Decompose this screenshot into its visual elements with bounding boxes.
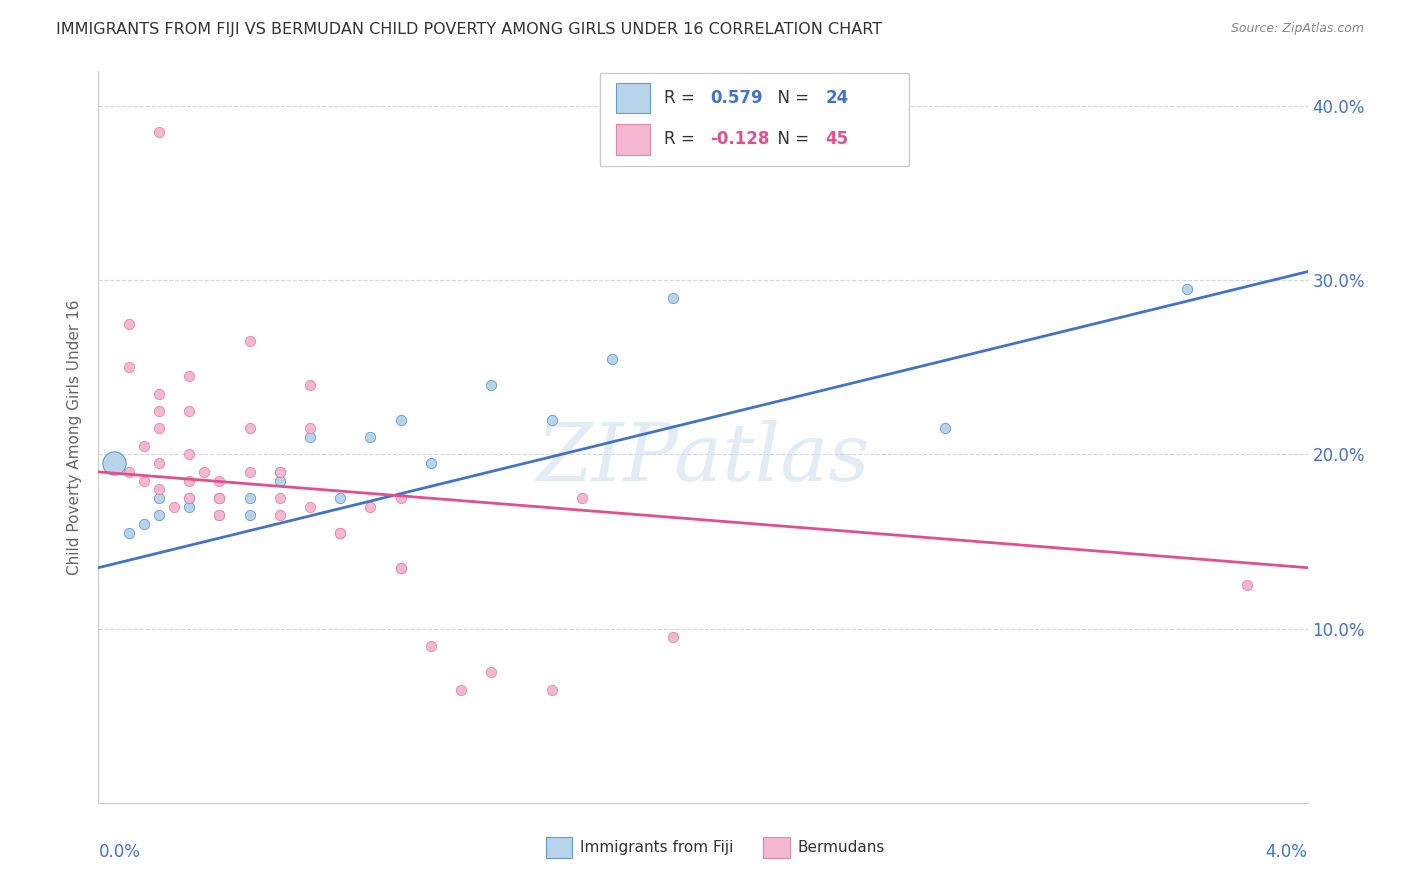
Point [1236, 578, 1258, 592]
Point [329, 491, 352, 505]
Point [103, 456, 125, 470]
Y-axis label: Child Poverty Among Girls Under 16: Child Poverty Among Girls Under 16 [67, 300, 83, 574]
Text: 24: 24 [825, 89, 848, 107]
Point [208, 491, 231, 505]
Text: 0.579: 0.579 [710, 89, 763, 107]
Point [179, 474, 201, 488]
Point [208, 508, 231, 523]
Point [360, 430, 382, 444]
Point [299, 377, 322, 392]
Point [163, 500, 186, 514]
Point [179, 448, 201, 462]
Point [148, 421, 170, 435]
Point [389, 491, 412, 505]
Point [540, 682, 562, 697]
Point [148, 483, 170, 497]
Point [934, 421, 956, 435]
FancyBboxPatch shape [600, 73, 908, 167]
Point [148, 404, 170, 418]
Point [118, 525, 141, 540]
Point [299, 421, 322, 435]
Text: R =: R = [664, 89, 700, 107]
Point [132, 474, 155, 488]
Text: Source: ZipAtlas.com: Source: ZipAtlas.com [1230, 22, 1364, 36]
Point [269, 474, 291, 488]
FancyBboxPatch shape [763, 838, 790, 858]
FancyBboxPatch shape [546, 838, 572, 858]
Point [360, 500, 382, 514]
Point [193, 465, 215, 479]
Point [179, 500, 201, 514]
Text: -0.128: -0.128 [710, 130, 769, 148]
Point [118, 465, 141, 479]
Text: N =: N = [768, 89, 814, 107]
Point [389, 560, 412, 574]
Point [269, 465, 291, 479]
Text: 45: 45 [825, 130, 848, 148]
Point [148, 508, 170, 523]
Point [571, 491, 593, 505]
Text: IMMIGRANTS FROM FIJI VS BERMUDAN CHILD POVERTY AMONG GIRLS UNDER 16 CORRELATION : IMMIGRANTS FROM FIJI VS BERMUDAN CHILD P… [56, 22, 883, 37]
Point [1175, 282, 1198, 296]
Point [179, 491, 201, 505]
Point [208, 474, 231, 488]
Point [208, 491, 231, 505]
Point [269, 508, 291, 523]
Point [269, 491, 291, 505]
Text: Bermudans: Bermudans [797, 840, 884, 855]
Point [420, 639, 443, 653]
Point [179, 404, 201, 418]
Point [148, 456, 170, 470]
Text: ZIPatlas: ZIPatlas [536, 420, 870, 498]
Point [148, 491, 170, 505]
Point [118, 360, 141, 375]
Point [239, 421, 262, 435]
Point [179, 491, 201, 505]
Point [148, 125, 170, 139]
Point [329, 525, 352, 540]
FancyBboxPatch shape [616, 83, 650, 113]
Point [132, 517, 155, 532]
Point [103, 456, 125, 470]
Point [239, 334, 262, 349]
Point [602, 351, 624, 366]
Point [208, 508, 231, 523]
Point [239, 508, 262, 523]
Point [540, 412, 562, 426]
Point [329, 525, 352, 540]
Point [118, 317, 141, 331]
Point [389, 560, 412, 574]
Point [420, 456, 443, 470]
Point [299, 430, 322, 444]
Point [269, 465, 291, 479]
Text: 0.0%: 0.0% [98, 843, 141, 861]
Point [661, 291, 683, 305]
Point [239, 491, 262, 505]
Point [208, 491, 231, 505]
Text: Immigrants from Fiji: Immigrants from Fiji [579, 840, 733, 855]
FancyBboxPatch shape [616, 124, 650, 155]
Point [661, 631, 683, 645]
Point [179, 369, 201, 384]
Point [239, 465, 262, 479]
Point [389, 412, 412, 426]
Text: N =: N = [768, 130, 814, 148]
Point [299, 500, 322, 514]
Point [481, 665, 503, 680]
Point [132, 439, 155, 453]
Text: 4.0%: 4.0% [1265, 843, 1308, 861]
Point [450, 682, 472, 697]
Text: R =: R = [664, 130, 700, 148]
Point [481, 377, 503, 392]
Point [148, 386, 170, 401]
